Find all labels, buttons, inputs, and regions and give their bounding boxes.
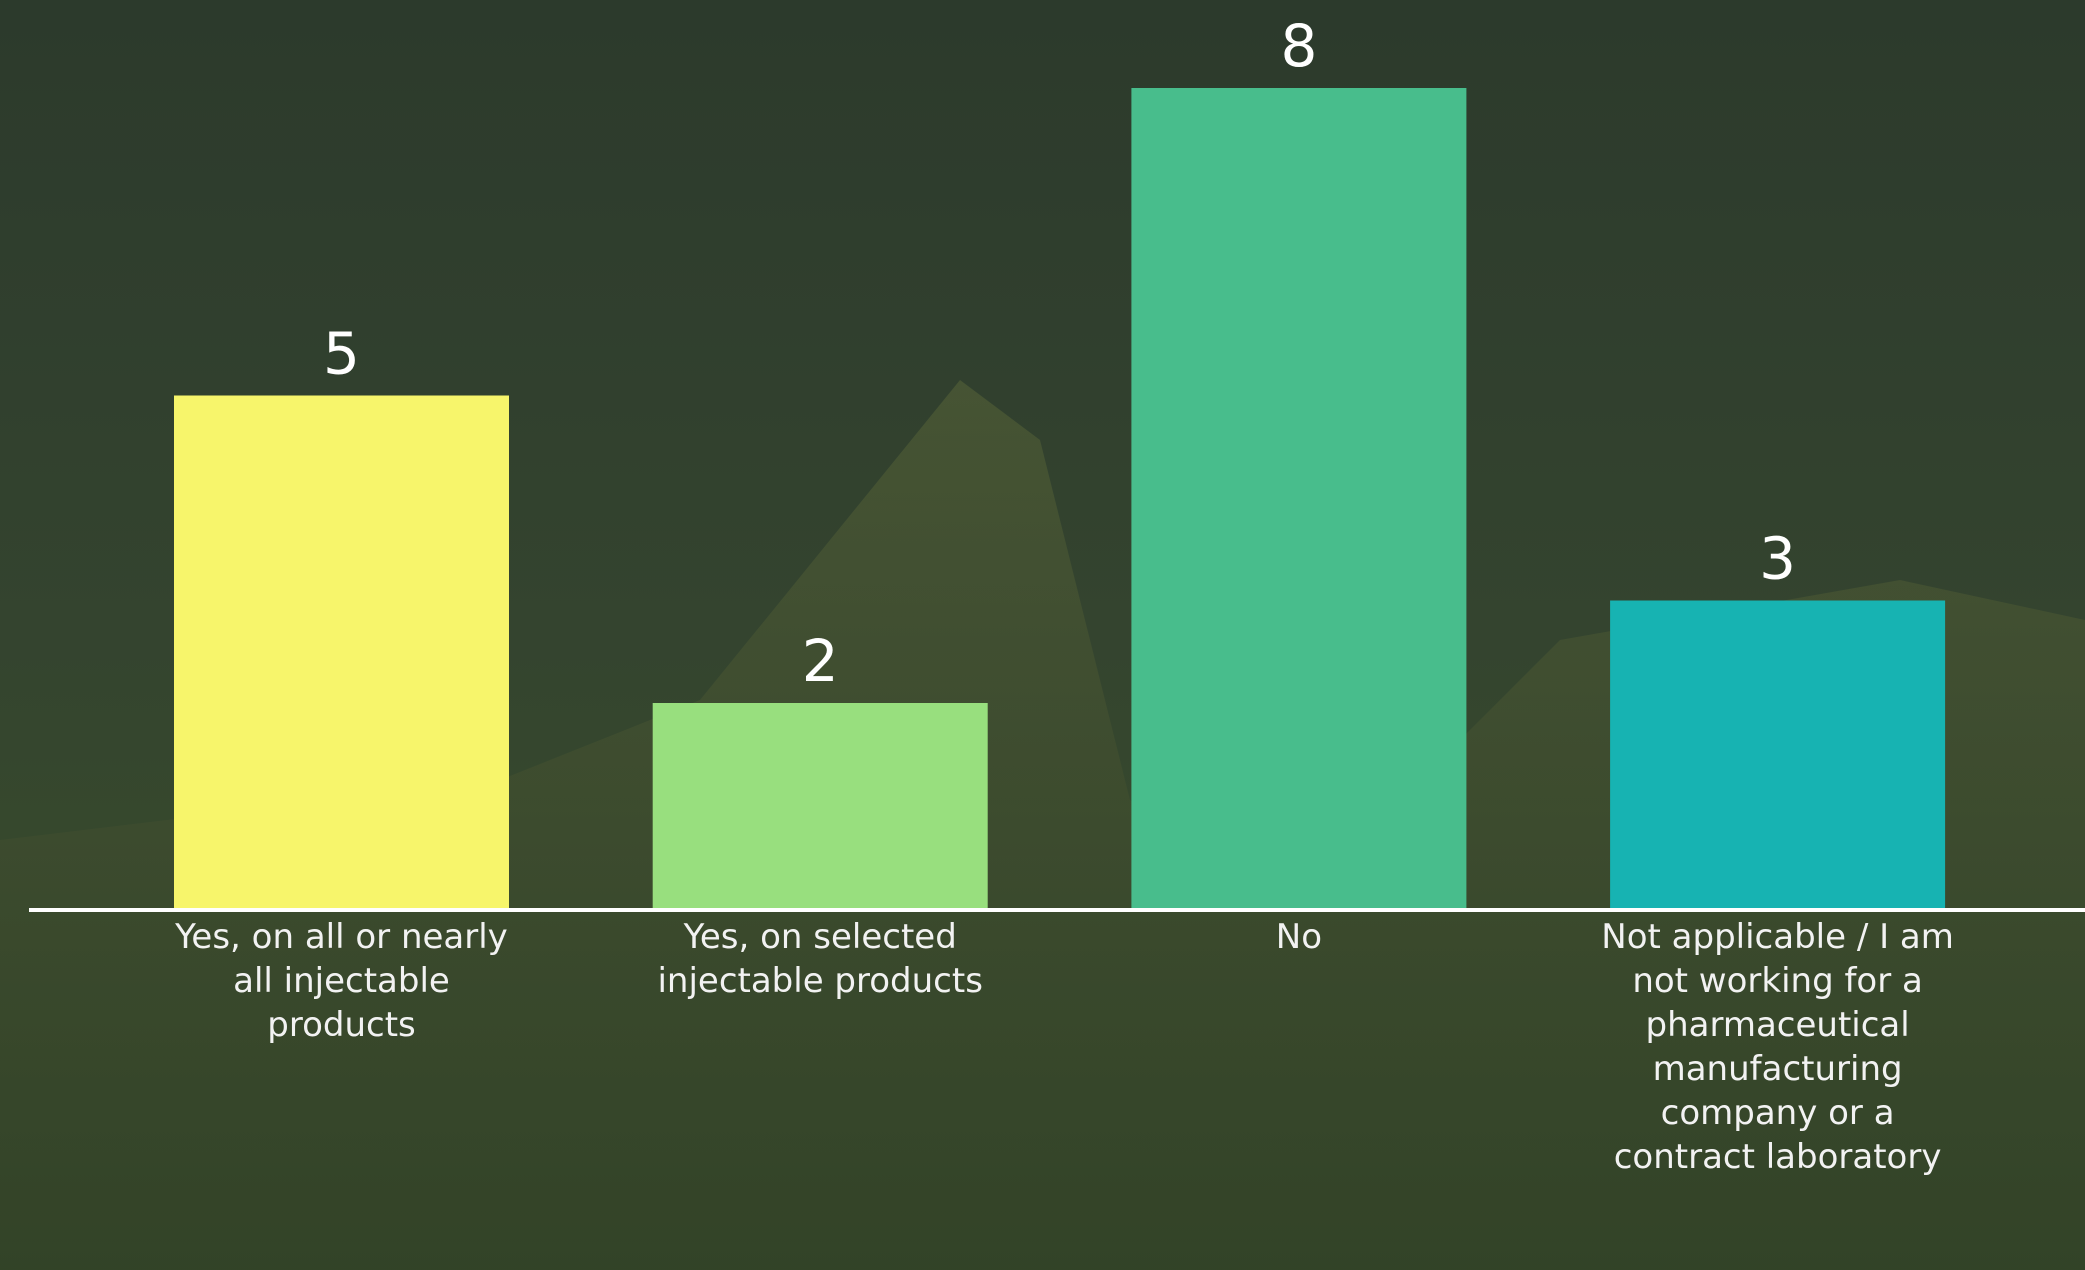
mountain	[0, 380, 2085, 1270]
category-label: No	[1275, 917, 1323, 957]
value-label: 3	[1759, 525, 1796, 593]
bar	[1610, 600, 1946, 908]
category-label: Yes, on all or nearly all injectable pro…	[175, 917, 508, 1045]
value-label: 2	[802, 627, 839, 695]
bar	[174, 395, 509, 908]
bar	[1131, 88, 1467, 908]
value-label: 8	[1280, 12, 1317, 80]
category-label: Yes, on selected injectable products	[657, 917, 983, 1001]
value-label: 5	[323, 320, 360, 388]
category-label: Not applicable / I am not working for a …	[1601, 917, 1954, 1177]
bar	[652, 703, 988, 908]
